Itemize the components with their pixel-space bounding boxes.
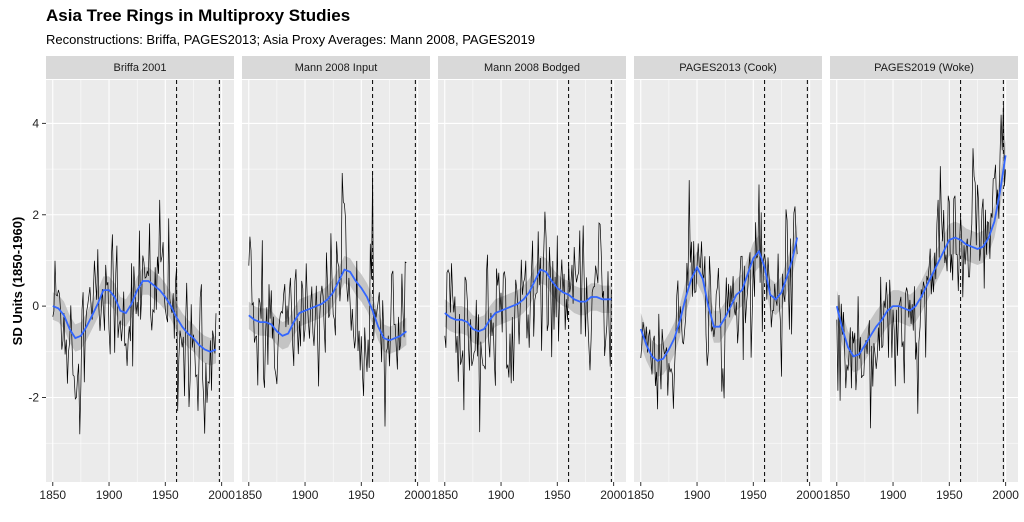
smooth-series-line	[444, 268, 612, 333]
y-tick-label: 2	[32, 208, 39, 222]
facet-strip	[438, 56, 626, 79]
confidence-band	[640, 221, 798, 377]
x-tick-label: 1900	[488, 488, 515, 502]
smooth-series-line	[835, 155, 1007, 358]
y-axis-label: SD Units (1850-1960)	[10, 217, 25, 346]
facet-strip-label: PAGES2019 (Woke)	[874, 62, 974, 74]
confidence-band	[444, 255, 612, 345]
x-tick-label: 1900	[880, 488, 907, 502]
x-tick-label: 1850	[627, 488, 654, 502]
x-tick-label: 1950	[544, 488, 571, 502]
annual-series-line	[52, 199, 217, 435]
x-tick-label: 1850	[823, 488, 850, 502]
panel-3: Mann 2008 Bodged	[438, 56, 626, 482]
y-tick-label: 4	[32, 116, 39, 130]
x-tick-label: 2000	[404, 488, 431, 502]
x-tick-label: 1850	[431, 488, 458, 502]
x-tick-label: 1900	[292, 488, 319, 502]
panel-5: PAGES2019 (Woke)	[830, 56, 1018, 482]
facet-strip-label: Briffa 2001	[113, 62, 166, 74]
x-tick-label: 1850	[39, 488, 66, 502]
confidence-band	[248, 255, 407, 355]
panels-layer: Briffa 2001 Mann 2008 Input Mann 2008 Bodg…	[46, 56, 1018, 482]
facet-strip	[46, 56, 234, 79]
facet-strip	[830, 56, 1018, 79]
facet-strip-label: PAGES2013 (Cook)	[679, 62, 777, 74]
x-tick-label: 1950	[152, 488, 179, 502]
facet-strip-label: Mann 2008 Bodged	[484, 62, 580, 74]
chart-title: Asia Tree Rings in Multiproxy Studies	[46, 6, 351, 25]
panel-4: PAGES2013 (Cook)	[634, 56, 822, 482]
y-tick-label: 0	[32, 299, 39, 313]
confidence-band	[836, 139, 1006, 373]
x-tick-label: 1850	[235, 488, 262, 502]
chart-subtitle: Reconstructions: Briffa, PAGES2013; Asia…	[46, 32, 535, 47]
panel-2: Mann 2008 Input	[242, 56, 430, 482]
x-tick-label: 1900	[96, 488, 123, 502]
annual-series-line	[836, 104, 1006, 429]
smooth-series-line	[52, 280, 217, 353]
x-tick-label: 1950	[936, 488, 963, 502]
y-tick-label: -2	[28, 390, 39, 404]
smooth-series-line	[248, 268, 407, 342]
confidence-band	[52, 267, 216, 366]
x-tick-label: 1950	[740, 488, 767, 502]
x-tick-label: 2000	[796, 488, 823, 502]
panel-background	[634, 80, 822, 482]
x-tick-label: 2000	[600, 488, 627, 502]
facet-strip	[242, 56, 430, 79]
annual-series-line	[248, 171, 407, 427]
axes-layer: 1850 1900 1950 2000 1850 1900 1950 2000 1850 1900…	[10, 116, 1019, 502]
x-tick-label: 2000	[992, 488, 1019, 502]
smooth-series-line	[639, 237, 799, 362]
x-tick-label: 1950	[348, 488, 375, 502]
panel-1: Briffa 2001	[46, 56, 234, 482]
facet-strip	[634, 56, 822, 79]
annual-series-line	[444, 211, 612, 433]
facet-strip-label: Mann 2008 Input	[295, 62, 378, 74]
annual-series-line	[640, 180, 798, 410]
x-tick-label: 1900	[684, 488, 711, 502]
x-tick-label: 2000	[208, 488, 235, 502]
